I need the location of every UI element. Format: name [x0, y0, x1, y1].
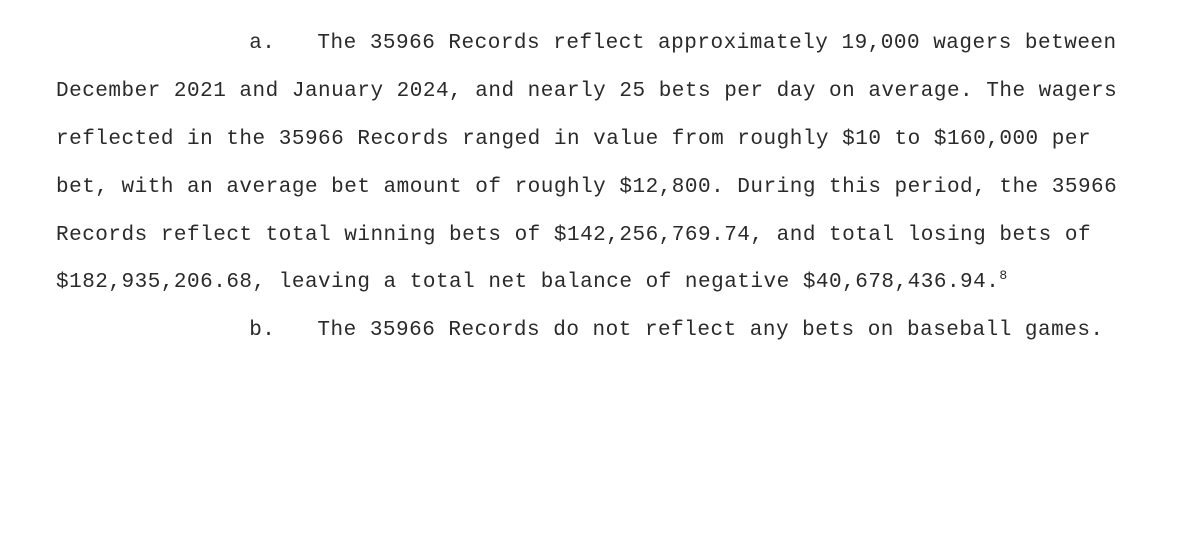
list-item-b: b. The 35966 Records do not reflect any b…	[56, 307, 1144, 355]
item-text-b: The 35966 Records do not reflect any bet…	[317, 319, 1103, 342]
list-item-a: a.The 35966 Records reflect approximatel…	[56, 20, 1144, 307]
item-label-b: b.	[249, 307, 275, 355]
footnote-marker: 8	[999, 268, 1007, 283]
item-label-a: a.	[249, 20, 275, 68]
item-text-a: The 35966 Records reflect approximately …	[56, 32, 1117, 294]
document-page: a.The 35966 Records reflect approximatel…	[0, 0, 1200, 375]
